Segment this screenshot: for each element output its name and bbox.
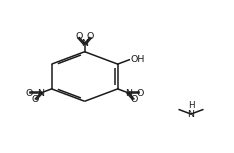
Text: N: N	[81, 39, 88, 48]
Text: O: O	[75, 32, 83, 41]
Text: O: O	[131, 95, 138, 104]
Text: N: N	[187, 110, 194, 119]
Text: O: O	[25, 89, 33, 97]
Text: O: O	[31, 95, 38, 104]
Text: O: O	[87, 32, 94, 41]
Text: H: H	[188, 101, 194, 110]
Text: O: O	[137, 89, 144, 97]
Text: N: N	[125, 89, 132, 97]
Text: OH: OH	[130, 55, 145, 64]
Text: N: N	[37, 89, 44, 97]
